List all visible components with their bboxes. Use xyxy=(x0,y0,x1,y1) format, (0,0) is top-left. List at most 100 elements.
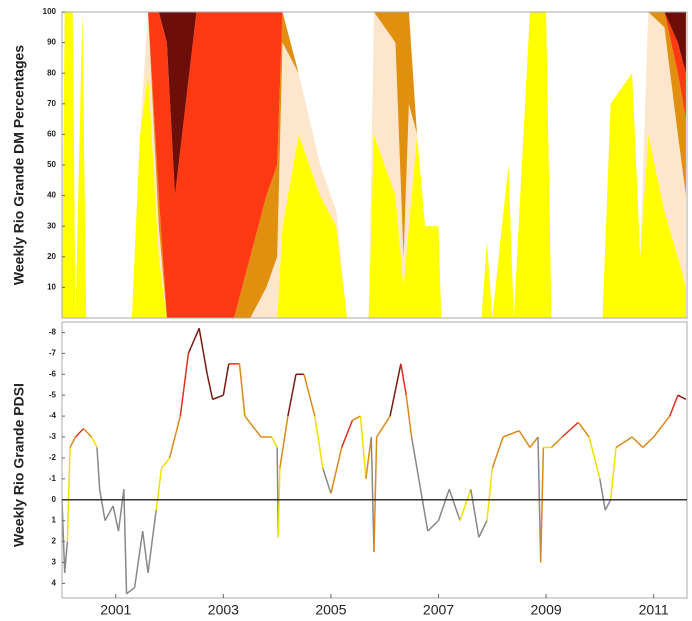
y-tick-label: 1 xyxy=(52,516,57,525)
x-tick-label: 2001 xyxy=(100,602,131,618)
pdsi-line-segment xyxy=(491,436,504,469)
y-tick-label: -2 xyxy=(49,453,57,462)
y-tick-label: 40 xyxy=(47,191,56,200)
pdsi-line-segment xyxy=(238,363,246,417)
y-axis-label: Weekly Rio Grande PDSI xyxy=(11,383,27,547)
area xyxy=(62,12,686,318)
y-tick-label: 60 xyxy=(47,130,56,139)
pdsi-line-segment xyxy=(376,415,391,438)
pdsi-line-segment xyxy=(365,436,373,479)
pdsi-line-segment xyxy=(427,520,440,532)
y-tick-label: 80 xyxy=(47,68,56,77)
pdsi-line-segment xyxy=(561,421,579,438)
pdsi-line-segment xyxy=(359,416,367,479)
area xyxy=(62,12,686,318)
pdsi-line-segment xyxy=(179,353,190,417)
pdsi-line-segment xyxy=(588,436,601,480)
pdsi-line-segment xyxy=(98,489,106,521)
pdsi-line-segment xyxy=(63,541,69,573)
y-tick-label: 50 xyxy=(47,160,56,169)
pdsi-line-segment xyxy=(459,489,472,521)
pdsi-line-segment xyxy=(599,478,606,511)
pdsi-line-segment xyxy=(373,436,378,553)
pdsi-line-segment xyxy=(502,430,520,438)
y-tick-label: -1 xyxy=(49,474,57,483)
pdsi-line-segment xyxy=(277,468,281,538)
pdsi-line-segment xyxy=(69,436,77,448)
pdsi-line-segment xyxy=(550,436,563,448)
pdsi-line-segment xyxy=(486,468,494,521)
pdsi-line-segment xyxy=(96,447,101,490)
y-tick-label: 3 xyxy=(52,558,57,567)
y-tick-label: 20 xyxy=(47,252,56,261)
pdsi-line-segment xyxy=(314,415,324,469)
pdsi-line-segment xyxy=(82,428,93,438)
pdsi-line-segment xyxy=(117,489,125,532)
x-tick-label: 2009 xyxy=(531,602,562,618)
pdsi-line-segment xyxy=(66,447,71,542)
y-tick-label: 30 xyxy=(47,221,56,230)
pdsi-line-segment xyxy=(155,468,163,511)
pdsi-line-segment xyxy=(206,374,214,400)
pdsi-line-segment xyxy=(322,468,332,494)
pdsi-line-segment xyxy=(147,510,157,574)
pdsi-line-segment xyxy=(370,436,375,553)
pdsi-line-segment xyxy=(539,447,545,563)
y-tick-label: -3 xyxy=(49,432,57,441)
y-tick-label: 0 xyxy=(52,495,57,504)
pdsi-line-segment xyxy=(212,394,224,401)
y-tick-label: -8 xyxy=(49,328,57,337)
pdsi-line-segment xyxy=(330,447,343,494)
pdsi-line-segment xyxy=(400,363,407,396)
pdsi-line-segment xyxy=(279,415,289,469)
pdsi-line-segment xyxy=(271,436,278,448)
area xyxy=(62,12,686,318)
pdsi-line-segment xyxy=(74,428,85,438)
y-tick-label: 2 xyxy=(52,537,57,546)
y-tick-label: 100 xyxy=(43,7,57,16)
pdsi-line-segment xyxy=(518,430,531,448)
pdsi-line-segment xyxy=(405,395,413,438)
x-tick-label: 2005 xyxy=(315,602,346,618)
pdsi-line-segment xyxy=(168,415,182,459)
pdsi-line-segment xyxy=(389,363,402,417)
y-tick-label: 4 xyxy=(52,578,57,587)
y-tick-label: 70 xyxy=(47,99,56,108)
x-tick-label: 2011 xyxy=(639,602,669,618)
pdsi-line-segment xyxy=(470,489,480,538)
pdsi-line-segment xyxy=(437,489,450,521)
pdsi-line-segment xyxy=(141,530,149,574)
y-tick-label: -4 xyxy=(49,411,57,420)
pdsi-line-segment xyxy=(478,520,488,538)
y-axis-label: Weekly Rio Grande DM Percentages xyxy=(11,45,27,285)
pdsi-line-segment xyxy=(529,436,539,448)
pdsi-line-segment xyxy=(244,415,254,428)
pdsi-line-segment xyxy=(340,419,354,448)
y-tick-label: 10 xyxy=(47,283,56,292)
pdsi-line-segment xyxy=(631,436,644,448)
x-tick-label: 2007 xyxy=(423,602,454,618)
pdsi-line-segment xyxy=(198,328,208,375)
x-tick-label: 2003 xyxy=(208,602,239,618)
pdsi-line-segment xyxy=(123,489,128,594)
y-tick-label: -7 xyxy=(49,348,57,357)
pdsi-line-segment xyxy=(615,436,633,449)
pdsi-line-segment xyxy=(187,327,200,354)
pdsi-line-segment xyxy=(160,457,171,469)
pdsi-line-segment xyxy=(642,436,655,448)
pdsi-line-segment xyxy=(133,530,144,588)
pdsi-line-segment xyxy=(448,489,461,521)
pdsi-line-segment xyxy=(410,436,424,500)
pdsi-line-segment xyxy=(112,505,120,532)
pdsi-line-segment xyxy=(609,447,617,500)
pdsi-line-segment xyxy=(604,499,612,511)
pdsi-line-segment xyxy=(352,415,361,421)
pdsi-line-segment xyxy=(421,499,429,532)
pdsi-line-segment xyxy=(669,394,679,417)
pdsi-line-segment xyxy=(126,586,136,595)
pdsi-line-segment xyxy=(90,436,98,448)
panel-frame xyxy=(61,321,688,599)
pdsi-line-segment xyxy=(577,421,590,438)
pdsi-line-segment xyxy=(104,505,114,521)
